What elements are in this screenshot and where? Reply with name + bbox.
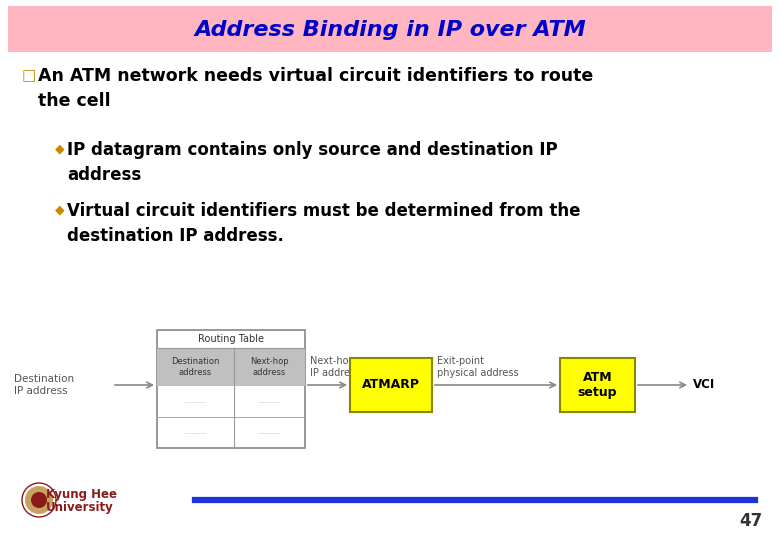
- Circle shape: [25, 486, 53, 514]
- Text: ATMARP: ATMARP: [362, 379, 420, 392]
- Text: ...........: ...........: [258, 399, 281, 404]
- FancyBboxPatch shape: [157, 330, 305, 448]
- Text: University: University: [46, 501, 114, 514]
- Text: Routing Table: Routing Table: [198, 334, 264, 344]
- Text: Next-hop
IP address: Next-hop IP address: [310, 356, 360, 378]
- Text: VCI: VCI: [693, 379, 715, 392]
- Text: Virtual circuit identifiers must be determined from the
destination IP address.: Virtual circuit identifiers must be dete…: [67, 202, 580, 245]
- Text: ◆: ◆: [55, 203, 65, 216]
- Circle shape: [22, 483, 56, 517]
- Text: ATM
setup: ATM setup: [578, 371, 617, 399]
- Text: ...........: ...........: [185, 430, 207, 435]
- FancyBboxPatch shape: [350, 358, 432, 412]
- FancyBboxPatch shape: [157, 348, 305, 386]
- Text: Exit-point
physical address: Exit-point physical address: [437, 356, 519, 378]
- Text: ...........: ...........: [258, 430, 281, 435]
- Text: An ATM network needs virtual circuit identifiers to route
the cell: An ATM network needs virtual circuit ide…: [38, 67, 594, 110]
- Circle shape: [31, 492, 47, 508]
- Text: IP datagram contains only source and destination IP
address: IP datagram contains only source and des…: [67, 141, 558, 184]
- Text: □: □: [22, 68, 37, 83]
- FancyBboxPatch shape: [560, 358, 635, 412]
- Text: Destination
IP address: Destination IP address: [14, 374, 74, 396]
- Text: Next-hop
address: Next-hop address: [250, 357, 289, 377]
- Text: ...........: ...........: [185, 399, 207, 404]
- Text: Kyung Hee: Kyung Hee: [46, 488, 117, 501]
- FancyBboxPatch shape: [8, 6, 772, 52]
- Text: 47: 47: [739, 512, 762, 530]
- Text: ◆: ◆: [55, 142, 65, 155]
- Text: Destination
address: Destination address: [172, 357, 220, 377]
- Text: Address Binding in IP over ATM: Address Binding in IP over ATM: [194, 20, 586, 40]
